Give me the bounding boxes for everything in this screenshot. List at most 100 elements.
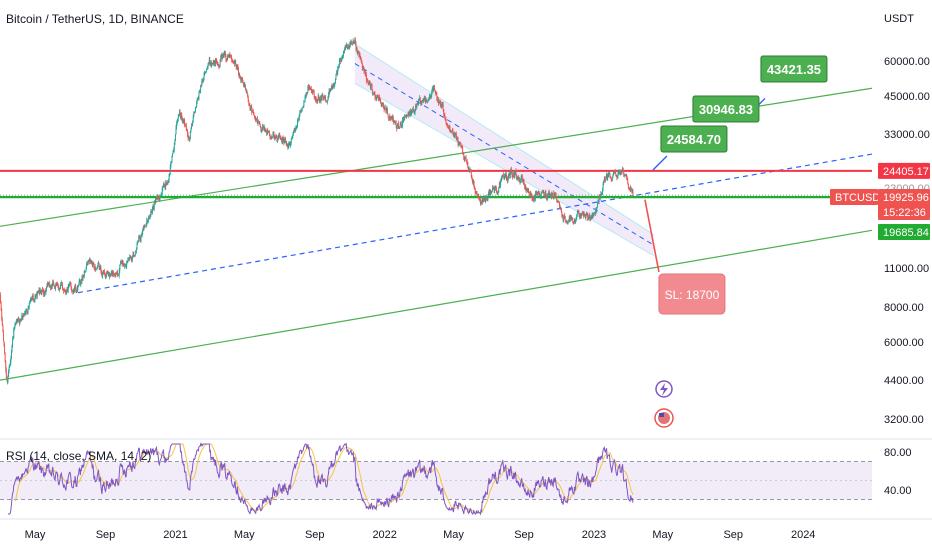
- candle: [493, 186, 495, 190]
- candle: [267, 127, 269, 135]
- candle-body: [467, 162, 469, 167]
- candle-body: [147, 219, 149, 223]
- candle-body: [498, 183, 500, 188]
- candle-body: [396, 125, 398, 130]
- candle-body: [531, 194, 532, 195]
- candle: [263, 124, 265, 131]
- candle: [293, 128, 295, 133]
- candle: [539, 191, 540, 197]
- candle-body: [451, 130, 453, 132]
- candle-body: [127, 259, 129, 261]
- candle-body: [473, 181, 475, 184]
- candle: [423, 96, 425, 101]
- candle: [58, 284, 59, 291]
- candle: [513, 172, 515, 179]
- candle-body: [212, 63, 214, 64]
- candle-body: [24, 313, 26, 316]
- candle: [462, 145, 464, 155]
- candle-body: [366, 79, 368, 81]
- candle: [34, 294, 36, 303]
- resistance-price-tag-bg: [878, 162, 930, 179]
- candle: [138, 235, 140, 242]
- candle: [44, 288, 46, 293]
- candle: [343, 50, 345, 54]
- candle-body: [406, 114, 407, 117]
- candle: [469, 167, 471, 173]
- candle: [485, 195, 487, 204]
- candle: [601, 193, 603, 195]
- candle: [386, 105, 388, 112]
- candle-body: [129, 257, 131, 261]
- rsi-line: [8, 442, 634, 516]
- candle: [55, 283, 57, 292]
- candle-body: [130, 257, 132, 259]
- candle-body: [486, 199, 488, 201]
- candle: [225, 53, 227, 63]
- candle-body: [631, 189, 633, 192]
- candle: [47, 281, 49, 288]
- candle: [630, 186, 632, 191]
- candle-body: [554, 192, 556, 196]
- candle-body: [279, 135, 281, 136]
- candle-body: [92, 262, 94, 265]
- candle-body: [443, 113, 445, 115]
- candle: [404, 113, 406, 121]
- candle: [463, 156, 465, 163]
- candle: [346, 47, 348, 50]
- candle: [51, 283, 53, 290]
- candle: [68, 283, 70, 289]
- candle-body: [491, 191, 493, 193]
- candle: [413, 108, 415, 114]
- candle: [545, 189, 547, 198]
- candle: [476, 190, 478, 196]
- candle-body: [242, 78, 243, 82]
- candle-body: [508, 174, 509, 179]
- candle: [157, 193, 159, 200]
- candle-body: [83, 271, 85, 277]
- candle-body: [232, 61, 234, 63]
- candle: [153, 205, 155, 211]
- candle-body: [388, 116, 390, 121]
- candle-body: [48, 282, 50, 285]
- candle: [498, 186, 500, 193]
- candle: [174, 139, 176, 145]
- candle-body: [364, 71, 366, 72]
- candle: [321, 94, 323, 101]
- candle: [113, 270, 114, 277]
- candle-body: [572, 218, 574, 222]
- candle-body: [224, 51, 226, 54]
- candle: [316, 97, 317, 103]
- us-flag-event-icon: [654, 408, 674, 428]
- candle-body: [424, 98, 426, 102]
- candle-body: [77, 285, 79, 288]
- candle-body: [173, 149, 175, 151]
- candle: [559, 201, 560, 209]
- candle: [541, 190, 543, 194]
- candle-body: [483, 197, 485, 200]
- candle: [5, 360, 7, 373]
- time-axis-label: 2024: [791, 529, 815, 541]
- candle: [13, 327, 15, 339]
- candle: [433, 85, 435, 91]
- candle: [379, 97, 381, 103]
- candle: [615, 174, 617, 178]
- time-axis-label: May: [652, 529, 673, 541]
- candle-body: [241, 78, 243, 80]
- candle: [617, 171, 619, 179]
- candle: [336, 70, 337, 75]
- candle: [395, 121, 397, 123]
- candle-body: [176, 119, 178, 124]
- candle: [482, 196, 484, 203]
- candle-body: [239, 75, 241, 79]
- candle: [333, 83, 335, 89]
- candle: [517, 175, 519, 180]
- candle: [596, 201, 598, 208]
- candle-body: [156, 196, 157, 199]
- candle: [486, 198, 488, 201]
- candle-body: [525, 188, 527, 191]
- candle-body: [369, 82, 371, 85]
- candle-body: [537, 191, 539, 194]
- candle-body: [434, 87, 436, 90]
- candle-body: [509, 174, 511, 178]
